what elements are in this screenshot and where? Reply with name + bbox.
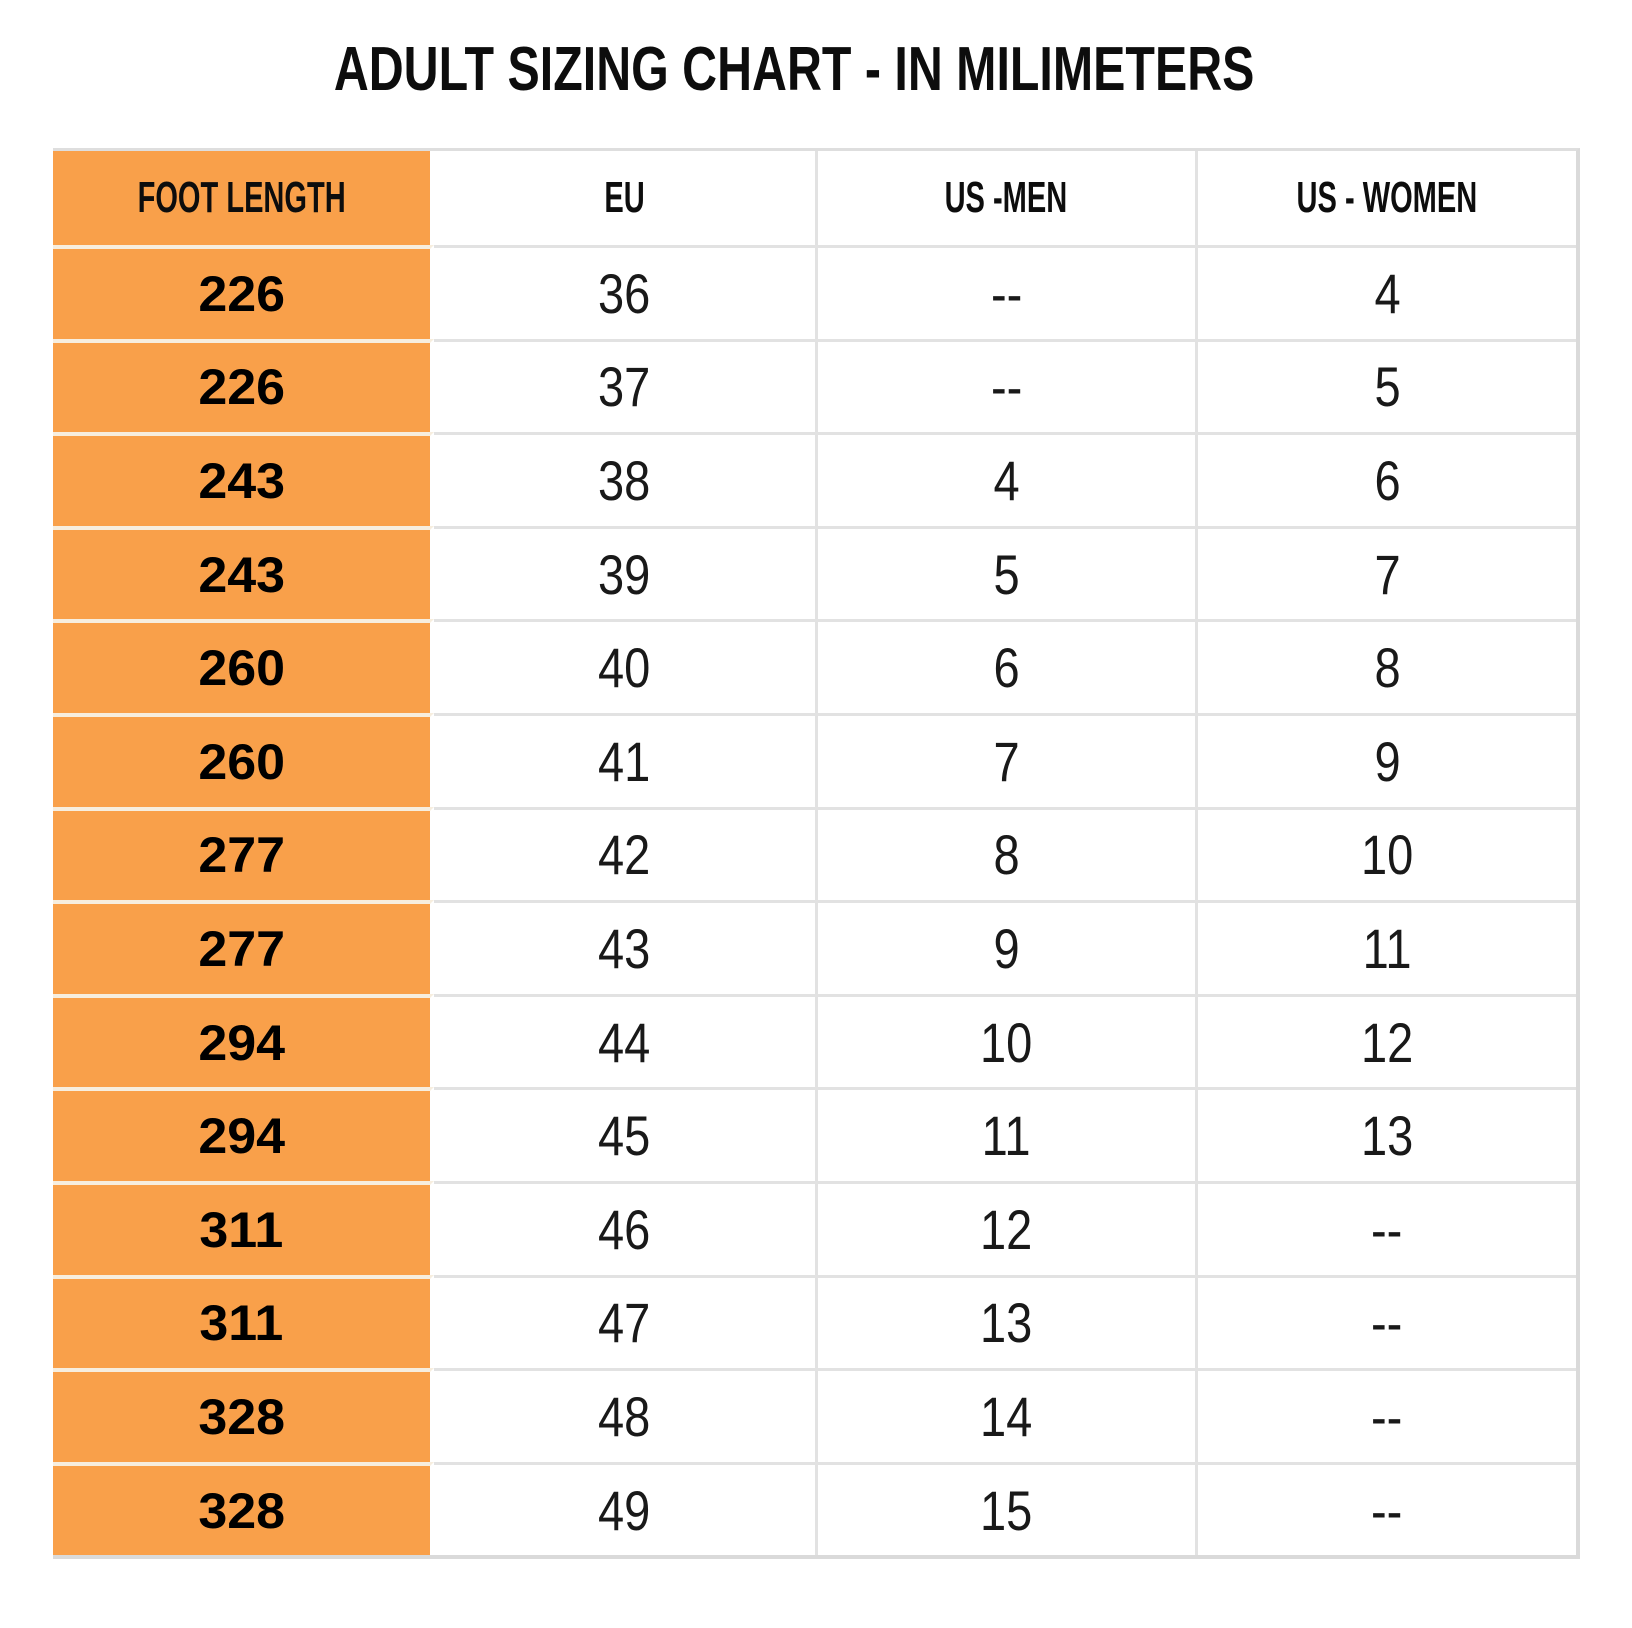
- table-row: 226 36 -- 4: [53, 245, 1576, 339]
- cell-us-women: 7: [1195, 525, 1576, 620]
- cell-us-women: 5: [1195, 338, 1576, 433]
- cell-us-women: --: [1195, 1461, 1576, 1556]
- table-row: 260 40 6 8: [53, 619, 1576, 713]
- table-row: 243 38 4 6: [53, 432, 1576, 526]
- cell-foot-length: 311: [53, 1274, 434, 1369]
- cell-us-men: 15: [814, 1461, 1196, 1556]
- cell-eu: 36: [433, 245, 815, 339]
- table-row: 311 47 13 --: [53, 1274, 1576, 1369]
- cell-us-women: --: [1195, 1180, 1576, 1275]
- cell-foot-length: 226: [53, 338, 434, 433]
- cell-foot-length: 277: [53, 900, 434, 994]
- cell-foot-length: 277: [53, 806, 434, 901]
- col-header-us-women: US - WOMEN: [1195, 151, 1576, 245]
- cell-foot-length: 294: [53, 1087, 434, 1181]
- cell-us-women: 13: [1195, 1087, 1576, 1181]
- table-body: 226 36 -- 4 226 37 -- 5 243 38 4 6 243 3…: [53, 245, 1576, 1556]
- cell-eu: 46: [433, 1180, 815, 1275]
- cell-us-women: 10: [1195, 806, 1576, 901]
- cell-eu: 43: [433, 900, 815, 994]
- header-row: FOOT LENGTH EU US -MEN US - WOMEN: [53, 151, 1576, 245]
- cell-us-women: 4: [1195, 245, 1576, 339]
- cell-us-women: 12: [1195, 993, 1576, 1088]
- cell-us-men: 14: [814, 1368, 1196, 1462]
- cell-us-men: --: [814, 338, 1196, 433]
- col-header-foot-length-label: FOOT LENGTH: [137, 173, 346, 222]
- cell-us-men: 9: [814, 900, 1196, 994]
- cell-us-women: 9: [1195, 712, 1576, 807]
- col-header-us-men-label: US -MEN: [945, 173, 1068, 222]
- table-row: 328 49 15 --: [53, 1461, 1576, 1556]
- cell-us-men: 12: [814, 1180, 1196, 1275]
- cell-us-men: 7: [814, 712, 1196, 807]
- cell-us-men: --: [814, 245, 1196, 339]
- cell-eu: 48: [433, 1368, 815, 1462]
- cell-eu: 47: [433, 1274, 815, 1369]
- cell-eu: 38: [433, 432, 815, 526]
- cell-us-women: --: [1195, 1274, 1576, 1369]
- table-row: 294 45 11 13: [53, 1087, 1576, 1181]
- cell-foot-length: 311: [53, 1180, 434, 1275]
- cell-us-men: 5: [814, 525, 1196, 620]
- cell-foot-length: 226: [53, 245, 434, 339]
- cell-eu: 42: [433, 806, 815, 901]
- col-header-eu-label: EU: [603, 173, 645, 222]
- cell-us-men: 13: [814, 1274, 1196, 1369]
- cell-eu: 49: [433, 1461, 815, 1556]
- cell-us-men: 8: [814, 806, 1196, 901]
- adult-sizing-table: FOOT LENGTH EU US -MEN US - WOMEN 226 36…: [53, 148, 1580, 1560]
- table-row: 243 39 5 7: [53, 525, 1576, 620]
- cell-eu: 37: [433, 338, 815, 433]
- table-row: 277 43 9 11: [53, 900, 1576, 994]
- cell-us-women: --: [1195, 1368, 1576, 1462]
- table-row: 294 44 10 12: [53, 993, 1576, 1088]
- cell-us-men: 10: [814, 993, 1196, 1088]
- page-title: ADULT SIZING CHART - IN MILIMETERS: [0, 34, 1610, 106]
- table-row: 277 42 8 10: [53, 806, 1576, 901]
- cell-us-women: 8: [1195, 619, 1576, 713]
- cell-eu: 41: [433, 712, 815, 807]
- cell-us-men: 11: [814, 1087, 1196, 1181]
- cell-foot-length: 260: [53, 619, 434, 713]
- cell-us-women: 11: [1195, 900, 1576, 994]
- table-header: FOOT LENGTH EU US -MEN US - WOMEN: [53, 151, 1576, 245]
- cell-eu: 45: [433, 1087, 815, 1181]
- table-row: 226 37 -- 5: [53, 338, 1576, 433]
- table-row: 260 41 7 9: [53, 712, 1576, 807]
- cell-foot-length: 294: [53, 993, 434, 1088]
- cell-foot-length: 243: [53, 432, 434, 526]
- cell-foot-length: 243: [53, 525, 434, 620]
- cell-foot-length: 328: [53, 1368, 434, 1462]
- col-header-foot-length: FOOT LENGTH: [53, 151, 434, 245]
- page-title-text: ADULT SIZING CHART - IN MILIMETERS: [333, 35, 1255, 104]
- col-header-us-men: US -MEN: [814, 151, 1196, 245]
- col-header-eu: EU: [433, 151, 815, 245]
- table-row: 328 48 14 --: [53, 1368, 1576, 1462]
- cell-us-men: 4: [814, 432, 1196, 526]
- table-row: 311 46 12 --: [53, 1180, 1576, 1275]
- cell-foot-length: 260: [53, 712, 434, 807]
- cell-eu: 39: [433, 525, 815, 620]
- cell-us-men: 6: [814, 619, 1196, 713]
- cell-foot-length: 328: [53, 1461, 434, 1556]
- cell-eu: 40: [433, 619, 815, 713]
- col-header-us-women-label: US - WOMEN: [1296, 173, 1478, 222]
- cell-us-women: 6: [1195, 432, 1576, 526]
- cell-eu: 44: [433, 993, 815, 1088]
